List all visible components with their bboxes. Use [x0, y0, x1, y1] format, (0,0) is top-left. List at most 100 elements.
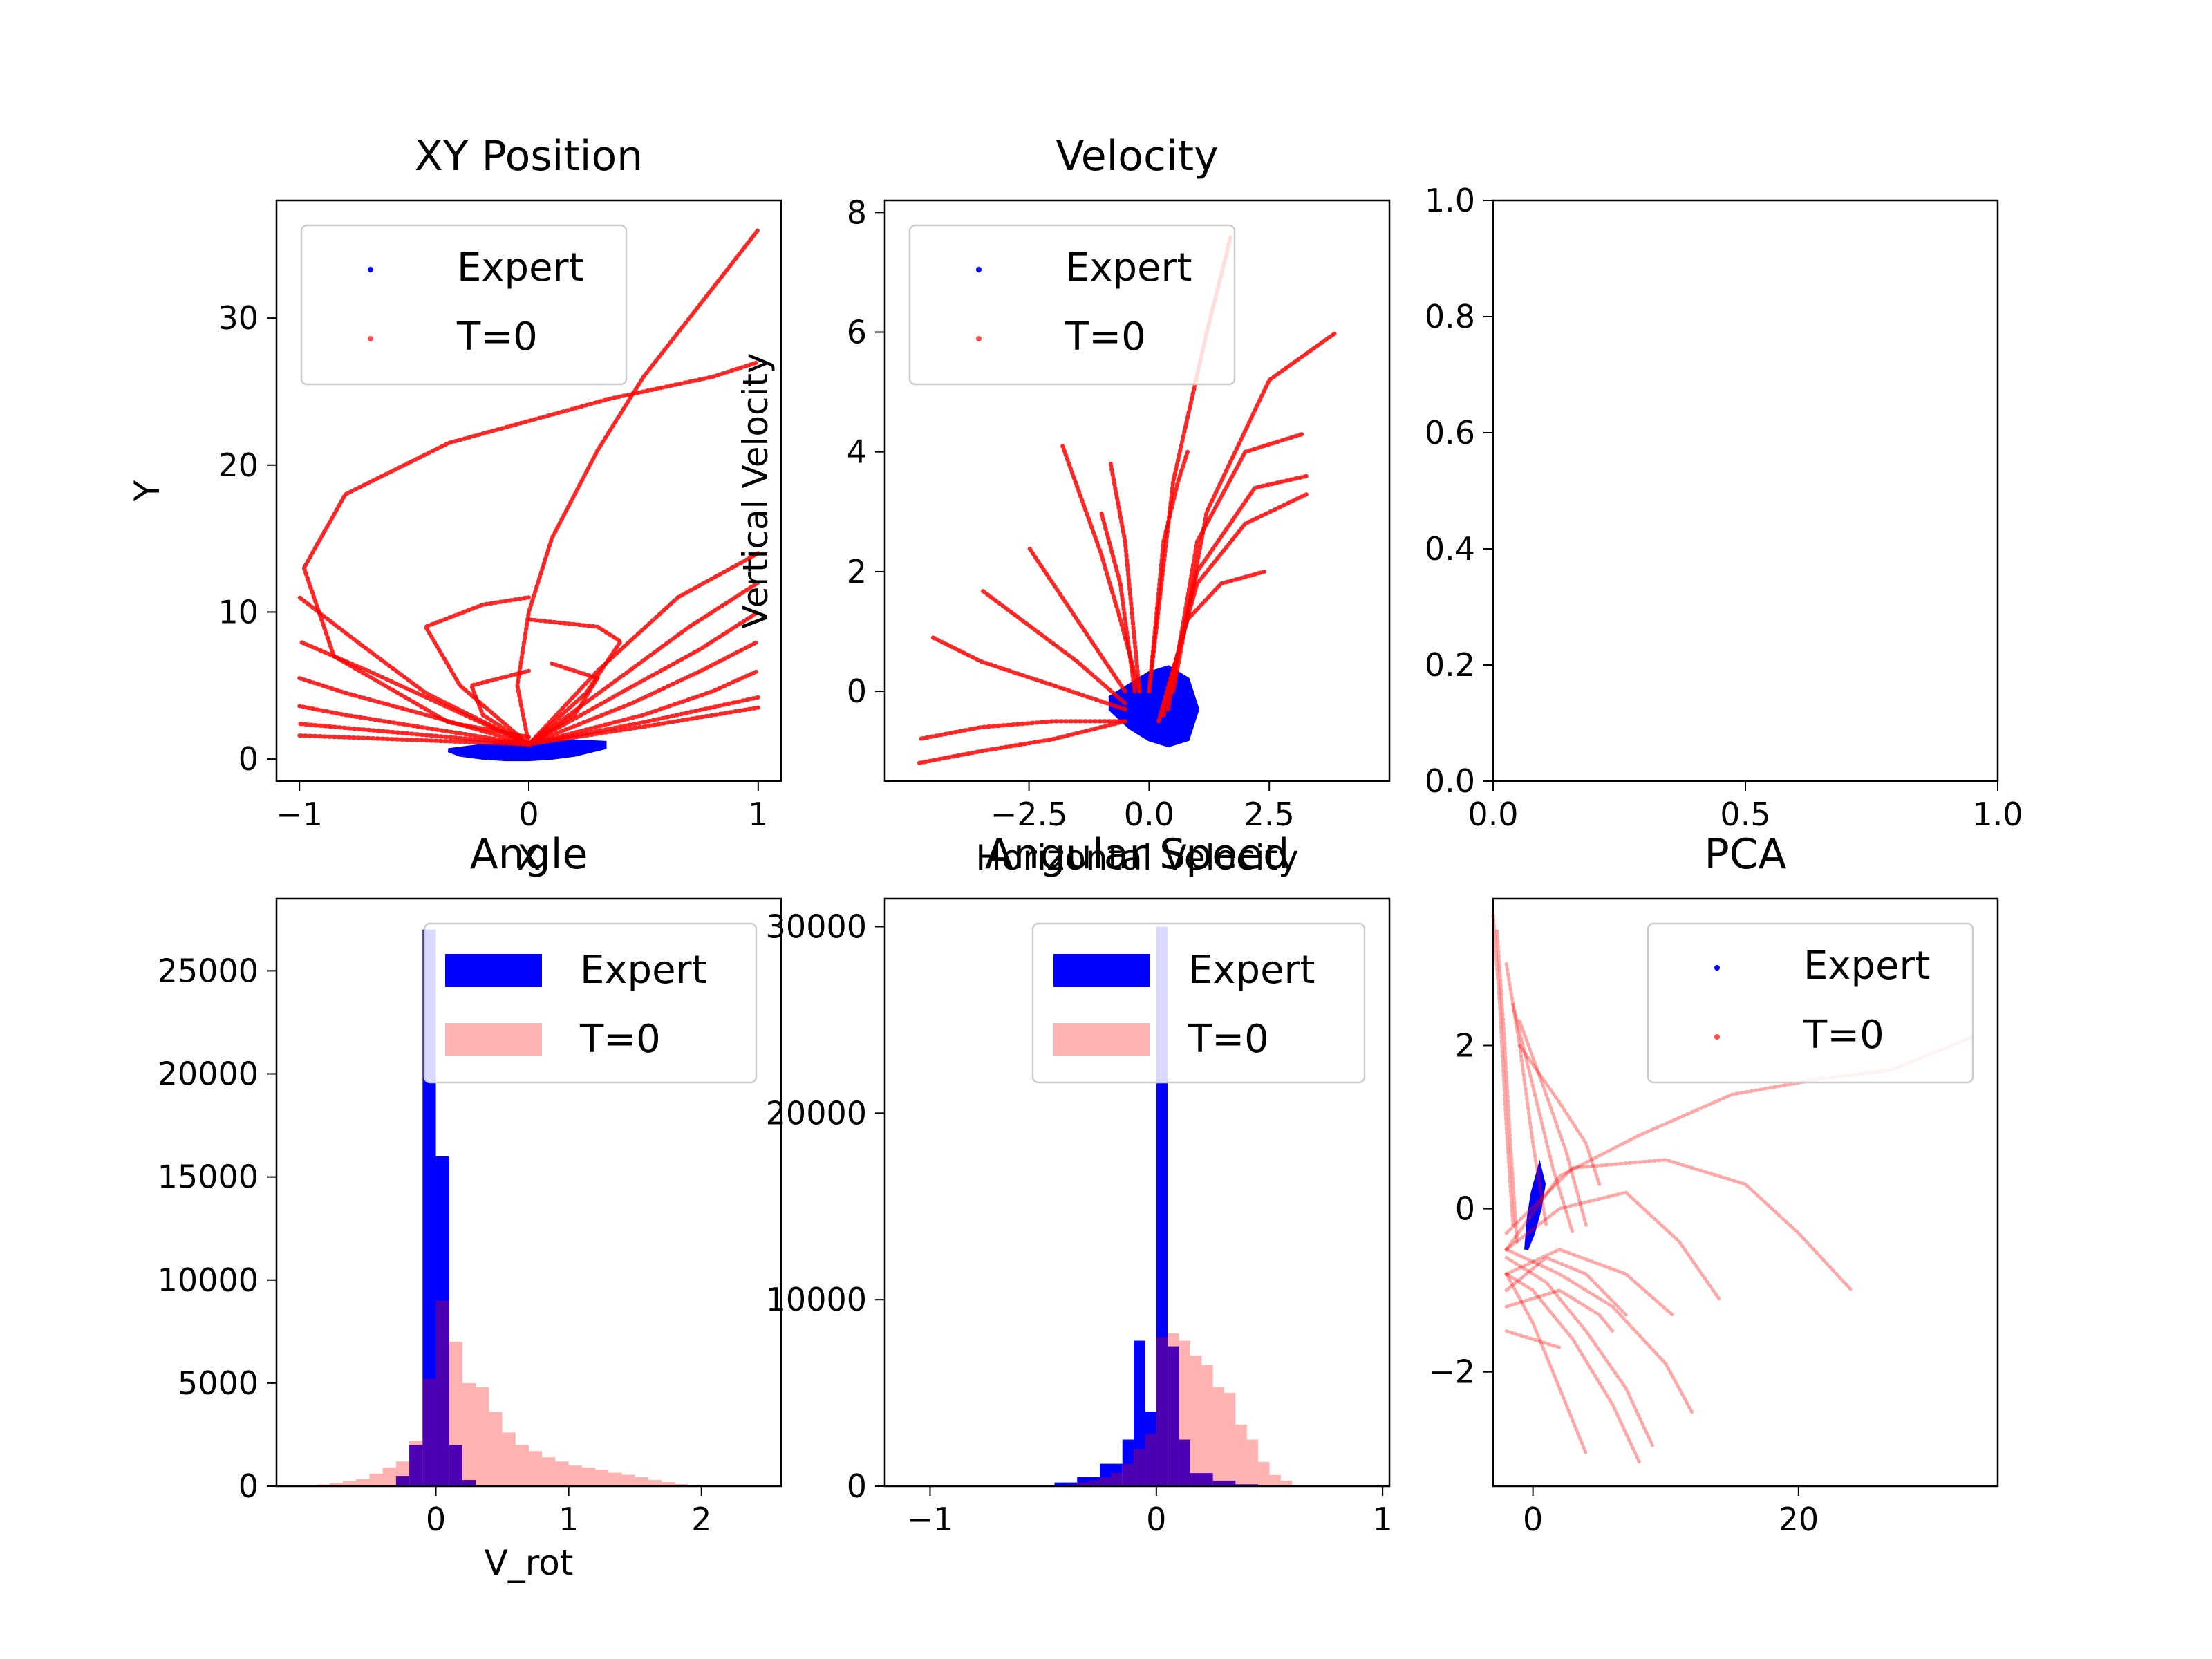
t0-trajectory [1504, 1190, 1721, 1300]
t0-hist-bar [1258, 1461, 1270, 1486]
empty-panel: 0.0 0.5 1.0 0.0 0.2 0.4 0.6 0.8 1.0 [1425, 182, 2023, 833]
legend-marker-t0 [368, 336, 373, 341]
y-tick-label: 0.4 [1425, 530, 1475, 568]
t0-trajectory [1511, 1003, 1575, 1235]
y-tick-label: 0 [238, 1468, 259, 1505]
t0-trajectory [916, 719, 1127, 742]
y-axis-label: Y [127, 480, 167, 502]
expert-hist-bar [1099, 1463, 1123, 1486]
x-tick-label: 0 [426, 1501, 446, 1538]
x-tick-label: 0.0 [1468, 796, 1518, 833]
t0-hist-bar [621, 1474, 635, 1486]
t0-trajectory [1504, 962, 1548, 1227]
t0-trajectory [423, 595, 531, 747]
x-tick-label: 2.5 [1244, 796, 1295, 833]
t0-hist-bar [1168, 1333, 1179, 1486]
t0-trajectory [1504, 1329, 1562, 1349]
legend-label-t0: T=0 [579, 1017, 661, 1062]
t0-hist-bar [1145, 1434, 1156, 1486]
t0-trajectory [527, 661, 600, 747]
legend-label-expert: Expert [580, 948, 707, 993]
legend-label-t0: T=0 [456, 315, 538, 359]
t0-hist-bar [1099, 1477, 1112, 1486]
t0-trajectory [297, 733, 531, 747]
t0-hist-bar [675, 1484, 688, 1486]
t0-trajectory [1504, 1248, 1694, 1415]
legend-label-t0: T=0 [1803, 1013, 1884, 1058]
t0-hist-bar [409, 1441, 423, 1486]
legend-patch-expert [1053, 954, 1150, 987]
legend-label-expert: Expert [1803, 944, 1931, 988]
t0-hist-bar [1280, 1480, 1293, 1486]
expert-hist-bar [1235, 1484, 1259, 1486]
panel-title: Angular Speed [985, 830, 1289, 879]
axes-frame [275, 897, 782, 1488]
x-tick-label: −2.5 [991, 796, 1068, 833]
t0-trajectory [1504, 1255, 1628, 1317]
angle-panel: 0 1 2 0 5000 10000 15000 20000 25000 Angle V_rot Ex… [158, 830, 782, 1583]
expert-hist-bar [1190, 1473, 1213, 1486]
axes-frame [1492, 897, 1999, 1488]
t0-trajectory [469, 668, 531, 747]
t0-hist-bar [595, 1470, 609, 1486]
legend-patch-t0 [445, 1023, 542, 1056]
x-tick-label: 0.0 [1124, 796, 1174, 833]
t0-trajectory [1166, 431, 1305, 712]
y-tick-label: 8 [847, 194, 867, 231]
t0-hist-bar [568, 1465, 582, 1486]
expert-hist-bar [462, 1480, 476, 1486]
legend-marker-t0 [1714, 1034, 1720, 1040]
t0-trajectory [527, 639, 760, 747]
legend-label-t0: T=0 [1188, 1017, 1269, 1062]
t0-trajectory [1491, 913, 1515, 1227]
legend-label-expert: Expert [1188, 948, 1315, 993]
t0-hist-bar [542, 1457, 556, 1486]
axes-frame [275, 199, 782, 782]
panel-title: Velocity [1056, 132, 1218, 180]
t0-trajectory [930, 635, 1127, 712]
y-tick-label: 0.2 [1425, 646, 1475, 684]
expert-hist-bar [1145, 1412, 1156, 1486]
y-tick-label: 0 [238, 740, 259, 778]
y-tick-label: 30000 [766, 908, 867, 945]
t0-hist-bar [1122, 1463, 1134, 1486]
y-tick-label: 0.0 [1425, 762, 1475, 800]
expert-points [1108, 665, 1200, 748]
t0-trajectory [1517, 1044, 1602, 1186]
t0-trajectory [527, 705, 760, 747]
velocity-panel: −2.5 0.0 2.5 0 2 4 6 8 Velocity Horizontal Veloci… [735, 132, 1391, 878]
t0-trajectory [1504, 1255, 1654, 1447]
legend-marker-expert [368, 267, 373, 272]
t0-hist-bar [1212, 1387, 1225, 1486]
x-tick-label: 1 [1373, 1501, 1393, 1538]
axes-frame [883, 897, 1391, 1488]
expert-hist-bar [449, 1445, 462, 1486]
legend-patch-t0 [1053, 1023, 1150, 1056]
panel-title: PCA [1704, 830, 1786, 879]
y-tick-label: 0.6 [1425, 414, 1475, 451]
t0-hist-bar [329, 1483, 344, 1486]
legend-marker-t0 [976, 336, 982, 341]
expert-hist-bar [1122, 1439, 1134, 1486]
t0-trajectory [527, 551, 760, 747]
t0-hist-bar [1065, 1484, 1078, 1486]
t0-trajectory [527, 617, 623, 747]
t0-hist-bar [422, 1378, 436, 1486]
x-tick-label: 20 [1779, 1501, 1819, 1538]
expert-hist-bar [395, 1476, 410, 1486]
x-tick-label: 1 [559, 1501, 579, 1538]
expert-hist-bar [1077, 1477, 1100, 1486]
t0-hist-bar [515, 1445, 529, 1486]
expert-points [447, 739, 607, 762]
expert-hist-bar [1179, 1439, 1190, 1486]
expert-hist-bar [1168, 1346, 1179, 1486]
t0-hist-bar [581, 1468, 596, 1486]
t0-hist-bar [369, 1474, 383, 1486]
t0-hist-bar [1246, 1439, 1259, 1486]
axes-frame [1492, 199, 1999, 782]
t0-trajectory [297, 639, 531, 747]
expert-hist-bar [1212, 1480, 1236, 1486]
y-tick-label: 25000 [158, 952, 259, 989]
